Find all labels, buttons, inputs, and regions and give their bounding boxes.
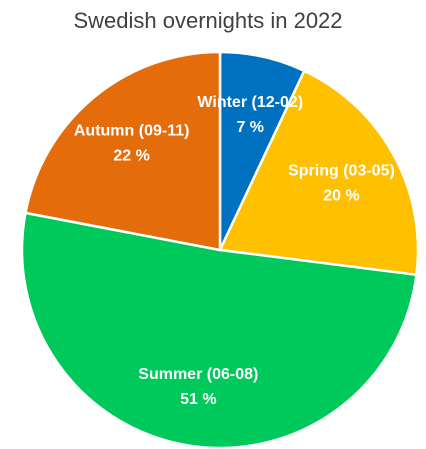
slice-value-label: 51 % [180,391,216,408]
slice-value-label: 20 % [323,187,359,204]
slice-label: Autumn (09-11) [74,122,190,139]
slice-label: Summer (06-08) [138,366,258,383]
slice-value-label: 22 % [113,147,149,164]
slice-value-label: 7 % [236,119,264,136]
pie-slice [20,211,418,449]
chart-title: Swedish overnights in 2022 [73,8,342,33]
pie-slice [218,69,420,277]
pie-slice [24,50,222,252]
slice-label: Winter (12-02) [197,94,303,111]
slice-label: Spring (03-05) [288,162,395,179]
